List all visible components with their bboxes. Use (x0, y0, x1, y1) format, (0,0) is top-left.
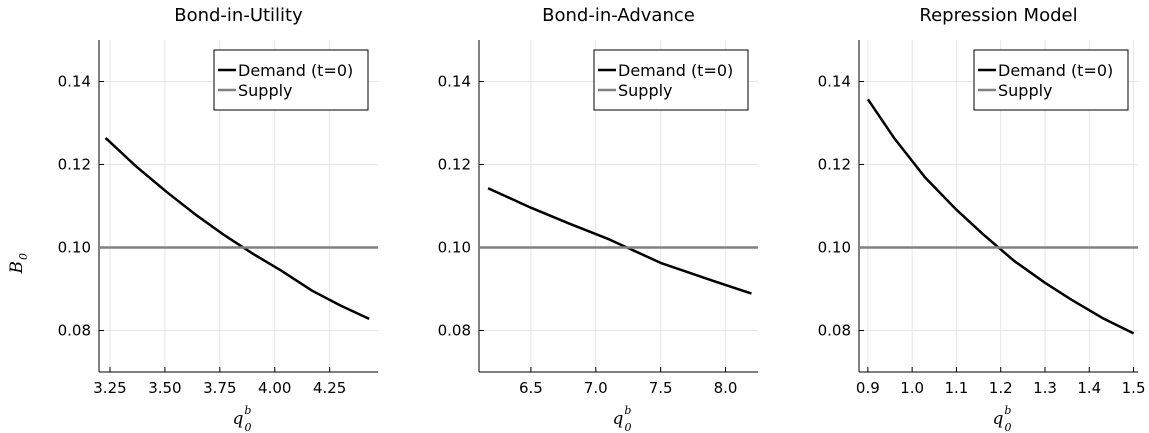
x-tick-label: 1.0 (900, 379, 924, 397)
x-tick-label: 6.5 (519, 379, 543, 397)
y-tick-label: 0.12 (58, 156, 91, 174)
x-tick-label: 1.1 (944, 379, 968, 397)
x-axis-label-sup: b (244, 404, 251, 417)
x-axis-label: qb 0 (233, 404, 252, 433)
x-axis-label-sub: 0 (624, 421, 631, 433)
x-axis-label: qb 0 (993, 404, 1012, 433)
y-tick-label: 0.10 (818, 239, 851, 257)
x-axis-label-main: q (613, 409, 624, 429)
y-tick-label: 0.14 (58, 73, 91, 91)
y-axis-label-main: B (7, 261, 27, 275)
legend-box (213, 49, 369, 111)
x-tick-label: 4.25 (313, 379, 346, 397)
y-axis-label-sub: 0 (17, 253, 30, 260)
x-tick-label: 3.25 (93, 379, 126, 397)
x-tick-label: 0.9 (856, 379, 880, 397)
chart-title: Repression Model (919, 5, 1077, 26)
legend: Demand (t=0)Supply (973, 49, 1129, 111)
x-tick-label: 3.50 (148, 379, 181, 397)
demand-line (487, 187, 752, 295)
x-tick-label: 7.0 (584, 379, 608, 397)
x-axis-label-sub: 0 (1004, 421, 1011, 433)
legend-label: Demand (t=0) (238, 61, 353, 80)
x-axis-label-sub: 0 (244, 421, 251, 433)
x-axis-label-sup: b (624, 404, 631, 417)
y-tick-label: 0.12 (818, 156, 851, 174)
y-tick-label: 0.14 (818, 73, 851, 91)
y-axis-label: B0 (7, 253, 30, 275)
y-tick-label: 0.08 (818, 322, 851, 340)
legend: Demand (t=0)Supply (593, 49, 749, 111)
x-tick-label: 7.5 (649, 379, 673, 397)
legend-box (593, 49, 749, 111)
y-tick-label: 0.14 (438, 73, 471, 91)
x-axis-label-sup: b (1004, 404, 1011, 417)
y-tick-label: 0.08 (58, 322, 91, 340)
legend-label: Supply (998, 81, 1053, 100)
x-tick-label: 4.00 (258, 379, 291, 397)
panel-1: 3.25 3.50 3.75 4.00 4.25 0.08 0.10 0.12 0.14 Bond… (7, 5, 378, 433)
y-tick-label: 0.12 (438, 156, 471, 174)
demand-line (104, 136, 370, 321)
x-tick-label: 3.75 (203, 379, 236, 397)
legend: Demand (t=0)Supply (213, 49, 369, 111)
y-tick-label: 0.08 (438, 322, 471, 340)
x-tick-label: 1.2 (989, 379, 1013, 397)
x-tick-label: 1.3 (1033, 379, 1057, 397)
chart-title: Bond-in-Advance (542, 5, 695, 26)
x-axis-label-main: q (233, 409, 244, 429)
panel-3: 0.9 1.0 1.1 1.2 1.3 1.4 1.5 0.08 0.10 0.12 0.14 Rep… (818, 5, 1146, 433)
chart-title: Bond-in-Utility (174, 5, 303, 26)
x-axis-label: qb 0 (613, 404, 632, 433)
legend-label: Supply (238, 81, 293, 100)
legend-label: Supply (618, 81, 673, 100)
legend-label: Demand (t=0) (998, 61, 1113, 80)
x-axis-label-main: q (993, 409, 1004, 429)
y-tick-label: 0.10 (58, 239, 91, 257)
y-tick-label: 0.10 (438, 239, 471, 257)
legend-label: Demand (t=0) (618, 61, 733, 80)
legend-box (973, 49, 1129, 111)
x-tick-label: 8.0 (714, 379, 738, 397)
x-tick-label: 1.5 (1122, 379, 1146, 397)
panel-2: 6.5 7.0 7.5 8.0 0.08 0.10 0.12 0.14 Bond-in-Adva… (438, 5, 758, 433)
x-tick-label: 1.4 (1077, 379, 1101, 397)
